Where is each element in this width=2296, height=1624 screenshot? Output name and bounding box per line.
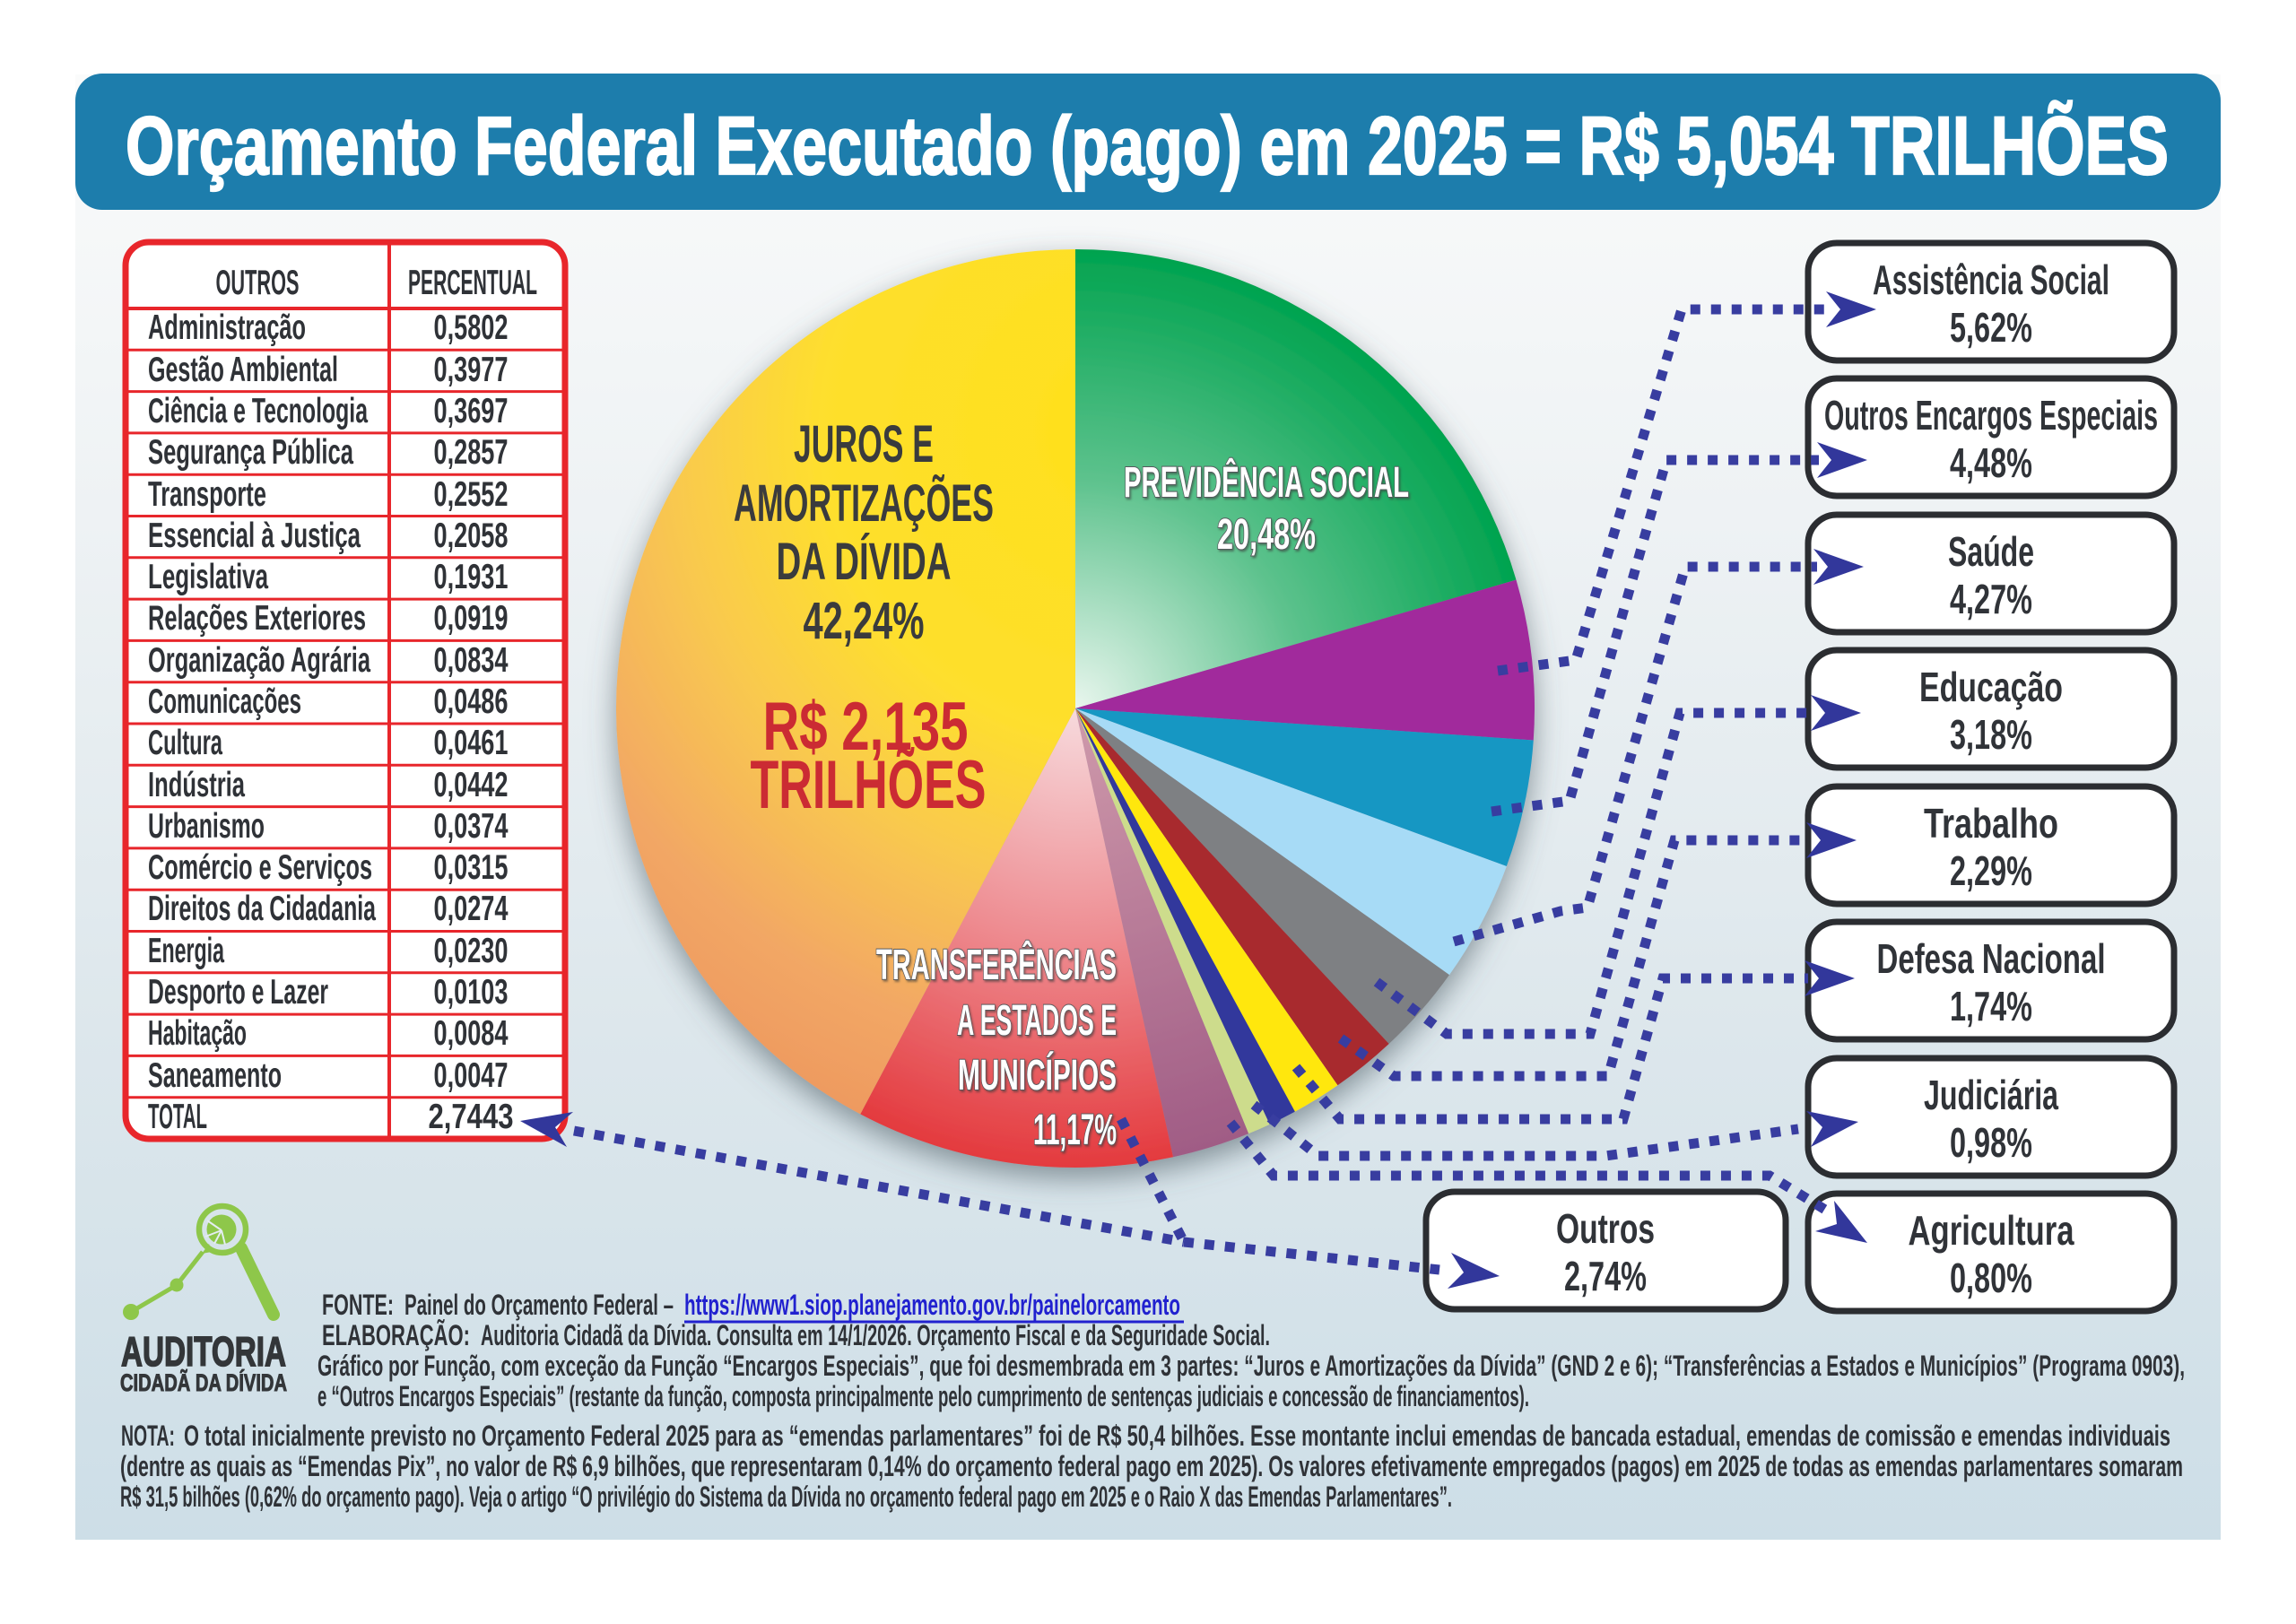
- svg-text:MUNICÍPIOS: MUNICÍPIOS: [958, 1051, 1117, 1099]
- svg-text:Segurança Pública: Segurança Pública: [148, 433, 353, 472]
- svg-text:Outros: Outros: [1556, 1205, 1655, 1252]
- svg-text:0,0274: 0,0274: [434, 890, 509, 928]
- svg-text:0,5802: 0,5802: [434, 308, 509, 347]
- svg-text:https://www1.siop.planejamento: https://www1.siop.planejamento.gov.br/pa…: [684, 1289, 1180, 1321]
- svg-text:Cultura: Cultura: [148, 724, 222, 762]
- svg-text:R$ 2,135: R$ 2,135: [763, 689, 969, 765]
- svg-text:0,80%: 0,80%: [1950, 1255, 2032, 1301]
- svg-text:Urbanismo: Urbanismo: [148, 807, 265, 846]
- svg-text:4,27%: 4,27%: [1950, 576, 2032, 622]
- svg-text:3,18%: 3,18%: [1950, 711, 2032, 758]
- svg-text:0,1931: 0,1931: [434, 558, 509, 596]
- svg-text:Gestão Ambiental: Gestão Ambiental: [148, 351, 338, 389]
- svg-text:PREVIDÊNCIA SOCIAL: PREVIDÊNCIA SOCIAL: [1124, 457, 1409, 507]
- svg-text:AMORTIZAÇÕES: AMORTIZAÇÕES: [734, 474, 994, 533]
- svg-text:CIDADÃ DA DÍVIDA: CIDADÃ DA DÍVIDA: [120, 1368, 287, 1396]
- svg-text:(dentre as quais as “Emendas P: (dentre as quais as “Emendas Pix”, no va…: [120, 1450, 2183, 1482]
- svg-text:Transporte: Transporte: [148, 475, 266, 514]
- svg-text:Habitação: Habitação: [148, 1014, 247, 1053]
- svg-text:Desporto e Lazer: Desporto e Lazer: [148, 973, 328, 1012]
- svg-text:A ESTADOS E: A ESTADOS E: [957, 997, 1117, 1045]
- svg-text:PERCENTUAL: PERCENTUAL: [408, 264, 537, 302]
- svg-text:2,7443: 2,7443: [429, 1098, 514, 1136]
- svg-text:0,0834: 0,0834: [434, 641, 509, 680]
- svg-text:Ciência e Tecnologia: Ciência e Tecnologia: [148, 392, 368, 430]
- svg-text:0,0461: 0,0461: [434, 724, 509, 762]
- svg-text:Comunicações: Comunicações: [148, 682, 301, 721]
- svg-text:Relações Exteriores: Relações Exteriores: [148, 599, 366, 638]
- svg-text:Judiciária: Judiciária: [1924, 1072, 2058, 1118]
- svg-text:Comércio e Serviços: Comércio e Serviços: [148, 848, 372, 887]
- svg-text:0,0374: 0,0374: [434, 807, 509, 846]
- svg-text:Indústria: Indústria: [148, 766, 245, 804]
- svg-text:4,48%: 4,48%: [1950, 439, 2032, 486]
- svg-text:0,3697: 0,3697: [434, 392, 509, 430]
- svg-text:1,74%: 1,74%: [1950, 983, 2032, 1029]
- svg-text:20,48%: 20,48%: [1217, 511, 1316, 559]
- svg-text:0,2857: 0,2857: [434, 433, 509, 472]
- svg-text:0,0315: 0,0315: [434, 848, 509, 887]
- svg-text:Educação: Educação: [1919, 664, 2063, 710]
- svg-text:TOTAL: TOTAL: [148, 1098, 207, 1136]
- svg-text:O total inicialmente previsto: O total inicialmente previsto no Orçamen…: [184, 1420, 2170, 1452]
- svg-text:TRILHÕES: TRILHÕES: [751, 747, 987, 823]
- svg-text:Defesa Nacional: Defesa Nacional: [1877, 935, 2106, 982]
- svg-text:0,0486: 0,0486: [434, 682, 509, 721]
- svg-text:0,2552: 0,2552: [434, 475, 509, 514]
- svg-text:AUDITORIA: AUDITORIA: [121, 1328, 286, 1375]
- svg-text:Administração: Administração: [148, 308, 306, 347]
- svg-text:0,0442: 0,0442: [434, 766, 509, 804]
- svg-text:NOTA:: NOTA:: [121, 1420, 175, 1452]
- svg-text:OUTROS: OUTROS: [216, 264, 300, 302]
- svg-text:42,24%: 42,24%: [804, 592, 925, 650]
- svg-text:DA DÍVIDA: DA DÍVIDA: [777, 533, 952, 591]
- svg-text:FONTE:: FONTE:: [322, 1289, 394, 1321]
- svg-text:Painel do Orçamento Federal –: Painel do Orçamento Federal –: [404, 1289, 674, 1321]
- svg-text:0,0047: 0,0047: [434, 1056, 509, 1095]
- svg-text:5,62%: 5,62%: [1950, 304, 2032, 351]
- svg-text:Legislativa: Legislativa: [148, 558, 268, 596]
- svg-text:Orçamento Federal Executado (p: Orçamento Federal Executado (pago) em 20…: [126, 100, 2169, 192]
- svg-text:2,74%: 2,74%: [1564, 1253, 1647, 1299]
- svg-text:0,2058: 0,2058: [434, 517, 509, 555]
- svg-text:0,0230: 0,0230: [434, 932, 509, 970]
- svg-text:R$ 31,5 bilhões (0,62% do orça: R$ 31,5 bilhões (0,62% do orçamento pago…: [120, 1481, 1452, 1513]
- svg-text:0,0919: 0,0919: [434, 599, 509, 638]
- svg-text:Saúde: Saúde: [1948, 528, 2034, 575]
- svg-text:Organização Agrária: Organização Agrária: [148, 641, 370, 680]
- svg-text:ELABORAÇÃO:: ELABORAÇÃO:: [322, 1319, 470, 1351]
- svg-text:11,17%: 11,17%: [1033, 1107, 1117, 1154]
- svg-text:0,0084: 0,0084: [434, 1014, 509, 1053]
- svg-text:JUROS E: JUROS E: [794, 415, 934, 473]
- svg-text:Saneamento: Saneamento: [148, 1056, 282, 1095]
- svg-text:Trabalho: Trabalho: [1924, 800, 2058, 847]
- svg-text:Energia: Energia: [148, 932, 224, 970]
- svg-text:0,0103: 0,0103: [434, 973, 509, 1012]
- svg-text:Essencial à Justiça: Essencial à Justiça: [148, 517, 361, 555]
- svg-text:Outros Encargos Especiais: Outros Encargos Especiais: [1824, 392, 2158, 439]
- svg-text:Assistência Social: Assistência Social: [1873, 256, 2109, 303]
- svg-text:Auditoria Cidadã da Dívida. Co: Auditoria Cidadã da Dívida. Consulta em …: [481, 1319, 1270, 1351]
- svg-text:Gráfico por Função, com exceçã: Gráfico por Função, com exceção da Funçã…: [317, 1350, 2185, 1382]
- svg-text:2,29%: 2,29%: [1950, 847, 2032, 894]
- svg-text:0,3977: 0,3977: [434, 351, 509, 389]
- svg-text:Direitos da Cidadania: Direitos da Cidadania: [148, 890, 376, 928]
- svg-text:Agricultura: Agricultura: [1909, 1207, 2074, 1254]
- svg-text:TRANSFERÊNCIAS: TRANSFERÊNCIAS: [876, 940, 1117, 989]
- svg-text:0,98%: 0,98%: [1950, 1119, 2032, 1166]
- svg-text:e “Outros Encargos Especiais”: e “Outros Encargos Especiais” (restante …: [317, 1380, 1529, 1412]
